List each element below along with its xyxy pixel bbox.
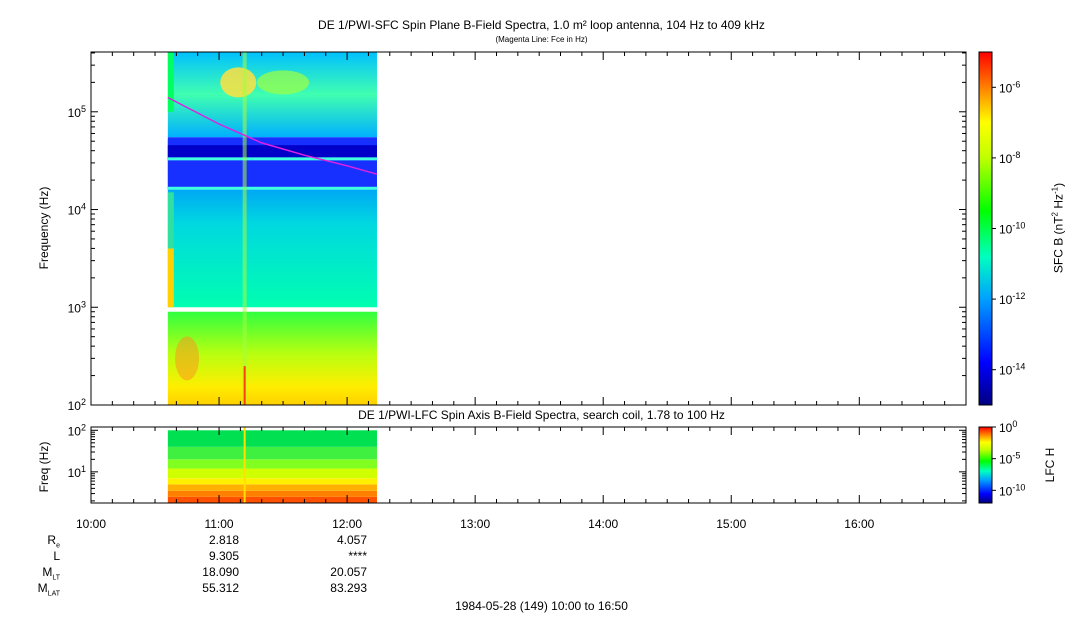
ephemeris-label: Re (47, 533, 60, 550)
sfc-blue-band (167, 137, 377, 190)
sfc-hotspot (220, 67, 257, 98)
sfc-hotspot (175, 336, 200, 381)
lfc-band (167, 459, 377, 469)
ephemeris-label: MLT (42, 565, 60, 582)
lfc-title: DE 1/PWI-LFC Spin Axis B-Field Spectra, … (358, 408, 725, 422)
time-tick-label: 16:00 (844, 517, 874, 531)
time-tick-label: 10:00 (76, 517, 106, 531)
sfc-colorbar-gradient (978, 51, 993, 406)
sfc-onset-block (167, 192, 174, 249)
lfc-colorbar-gradient (978, 426, 993, 504)
sfc-y-tick-label: 104 (68, 202, 86, 218)
sfc-subtitle: (Magenta Line: Fce in Hz) (495, 35, 588, 44)
sfc-colorbar-tick-label: 10-12 (999, 291, 1025, 307)
lfc-y-tick-label: 101 (68, 464, 86, 480)
time-axis: 10:00 11:00 12:00 13:00 14:00 15:00 16:00 (76, 52, 967, 531)
sfc-spectrogram-plot: 102 103 104 105 (68, 51, 967, 413)
sfc-onset-block (167, 248, 174, 308)
time-tick-label: 15:00 (716, 517, 746, 531)
lfc-vertical-spike (243, 427, 246, 503)
time-tick-label: 12:00 (332, 517, 362, 531)
ephemeris-value: **** (348, 549, 367, 563)
time-tick-label: 14:00 (588, 517, 618, 531)
sfc-darkblue-band (167, 145, 377, 160)
sfc-top-band (167, 52, 377, 138)
lfc-band (167, 484, 377, 491)
sfc-y-tick-label: 102 (68, 397, 86, 413)
lfc-y-tick-label: 102 (68, 422, 86, 438)
lfc-band (167, 446, 377, 460)
sfc-y-tick-label: 105 (68, 104, 86, 120)
sfc-plot-frame (90, 51, 967, 406)
ephemeris-value: 2.818 (208, 533, 239, 547)
lfc-band (167, 430, 377, 447)
lfc-band (167, 496, 377, 503)
sfc-title: DE 1/PWI-SFC Spin Plane B-Field Spectra,… (318, 18, 765, 32)
lfc-colorbar-tick-label: 100 (999, 419, 1017, 435)
ephemeris-label: MLAT (37, 581, 60, 598)
time-tick-label: 11:00 (204, 517, 233, 531)
sfc-colorbar-tick-label: 10-8 (999, 150, 1020, 166)
time-tick-label: 13:00 (460, 517, 490, 531)
ephemeris-value: 83.293 (330, 581, 367, 595)
lfc-band (167, 468, 377, 479)
lfc-colorbar-tick-label: 10-10 (999, 482, 1025, 498)
ephemeris-value: 55.312 (202, 581, 239, 595)
ephemeris-value: 20.057 (330, 565, 367, 579)
lfc-band (167, 478, 377, 485)
sfc-colorbar-tick-label: 10-6 (999, 79, 1020, 95)
sfc-y-tick-label: 103 (68, 299, 86, 315)
ephemeris-value: 4.057 (336, 533, 367, 547)
lfc-spectrogram-plot: 101 102 (68, 422, 967, 504)
sfc-cyan-line (167, 186, 377, 190)
sfc-onset-block (167, 52, 174, 112)
sfc-vertical-spike (243, 366, 246, 405)
date-footer: 1984-05-28 (149) 10:00 to 16:50 (455, 599, 628, 613)
sfc-vertical-spike (242, 52, 247, 405)
sfc-cyan-line (167, 157, 377, 161)
lfc-plot-frame (90, 426, 967, 504)
ephemeris-label: L (53, 549, 60, 563)
sfc-colorbar: 10-6 10-8 10-10 10-12 10-14 (978, 51, 1025, 406)
sfc-low-band (167, 311, 377, 405)
fce-line (167, 96, 378, 175)
lfc-colorbar-tick-label: 10-5 (999, 451, 1020, 467)
ephemeris-value: 18.090 (202, 565, 239, 579)
lfc-band (167, 490, 377, 497)
lfc-colorbar: 100 10-5 10-10 (978, 419, 1025, 504)
sfc-hotspot (257, 70, 310, 95)
sfc-colorbar-tick-label: 10-10 (999, 221, 1025, 237)
ephemeris-value: 9.305 (208, 549, 239, 563)
sfc-colorbar-tick-label: 10-14 (999, 362, 1025, 378)
